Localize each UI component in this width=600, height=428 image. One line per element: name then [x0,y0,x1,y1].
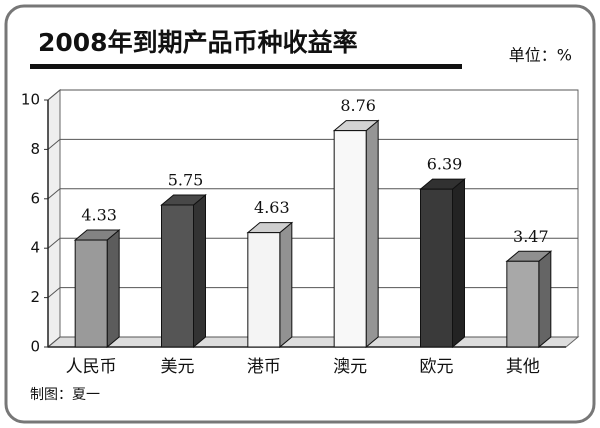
y-tick-label: 0 [30,338,40,356]
grid-line [47,139,61,150]
chart-title: 2008年到期产品币种收益率 [38,28,358,57]
bar [161,204,194,348]
unit-label: 单位：% [509,46,572,65]
bar [74,239,108,348]
value-label: 8.76 [340,96,376,115]
back-wall [59,89,579,338]
value-label: 4.63 [254,198,290,217]
grid-line [47,89,61,101]
bar [247,232,281,348]
bar-side [279,221,293,349]
y-tick-label: 8 [30,140,40,158]
value-label: 3.47 [513,227,549,246]
credit: 制图：夏一 [30,387,100,403]
title-underline [30,64,462,69]
x-tick-label: 港币 [247,357,281,377]
bar-side [365,119,379,349]
bar-side [193,193,206,349]
value-label: 6.39 [427,155,463,174]
x-tick-label: 其他 [506,357,540,377]
x-tick-label: 美元 [161,357,195,377]
bar-side [106,228,120,349]
x-tick-label: 澳元 [333,357,367,377]
grid-line [47,287,61,298]
bar [506,260,540,348]
value-label: 5.75 [168,170,204,189]
grid-line [47,237,61,249]
bar-side [538,250,552,349]
value-label: 4.33 [81,206,117,225]
bar-side [452,178,465,349]
y-tick-label: 4 [30,239,40,257]
y-tick-label: 6 [30,189,40,207]
bar [333,130,367,348]
grid-line [47,336,61,348]
y-tick-label: 10 [21,91,40,109]
bar [420,188,453,348]
floor [46,336,580,348]
y-tick-label: 2 [30,288,40,306]
side-wall [47,88,61,349]
x-tick-label: 人民币 [66,357,117,377]
grid-line [47,188,61,200]
x-tick-label: 欧元 [420,357,454,377]
